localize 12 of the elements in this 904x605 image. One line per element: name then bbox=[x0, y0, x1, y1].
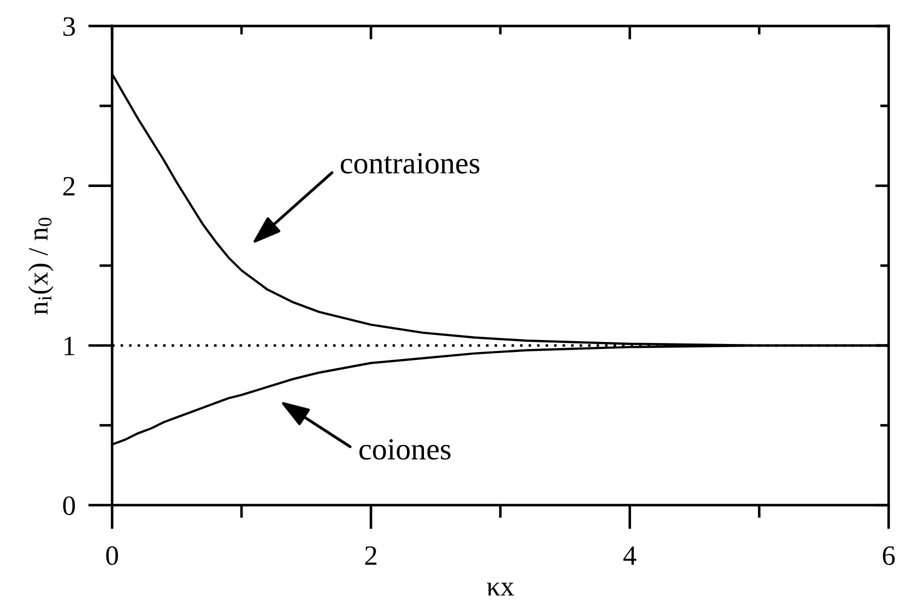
x-tick-label: 4 bbox=[623, 546, 636, 565]
x-tick-label: 6 bbox=[882, 546, 895, 565]
annotation: coiones bbox=[359, 439, 450, 460]
x-axis-title: κx bbox=[486, 582, 514, 596]
x-tick-label: 0 bbox=[106, 546, 118, 565]
y-axis-title: n$_{i}$(x) / n$_{0}$ bbox=[28, 218, 54, 314]
annotation: contraiones bbox=[340, 153, 480, 174]
y-tick-label: 3 bbox=[63, 17, 75, 36]
x-tick-label: 2 bbox=[365, 546, 376, 565]
y-tick-label: 0 bbox=[63, 496, 75, 516]
y-tick-label: 1 bbox=[64, 336, 74, 356]
y-tick-label: 2 bbox=[63, 176, 74, 196]
